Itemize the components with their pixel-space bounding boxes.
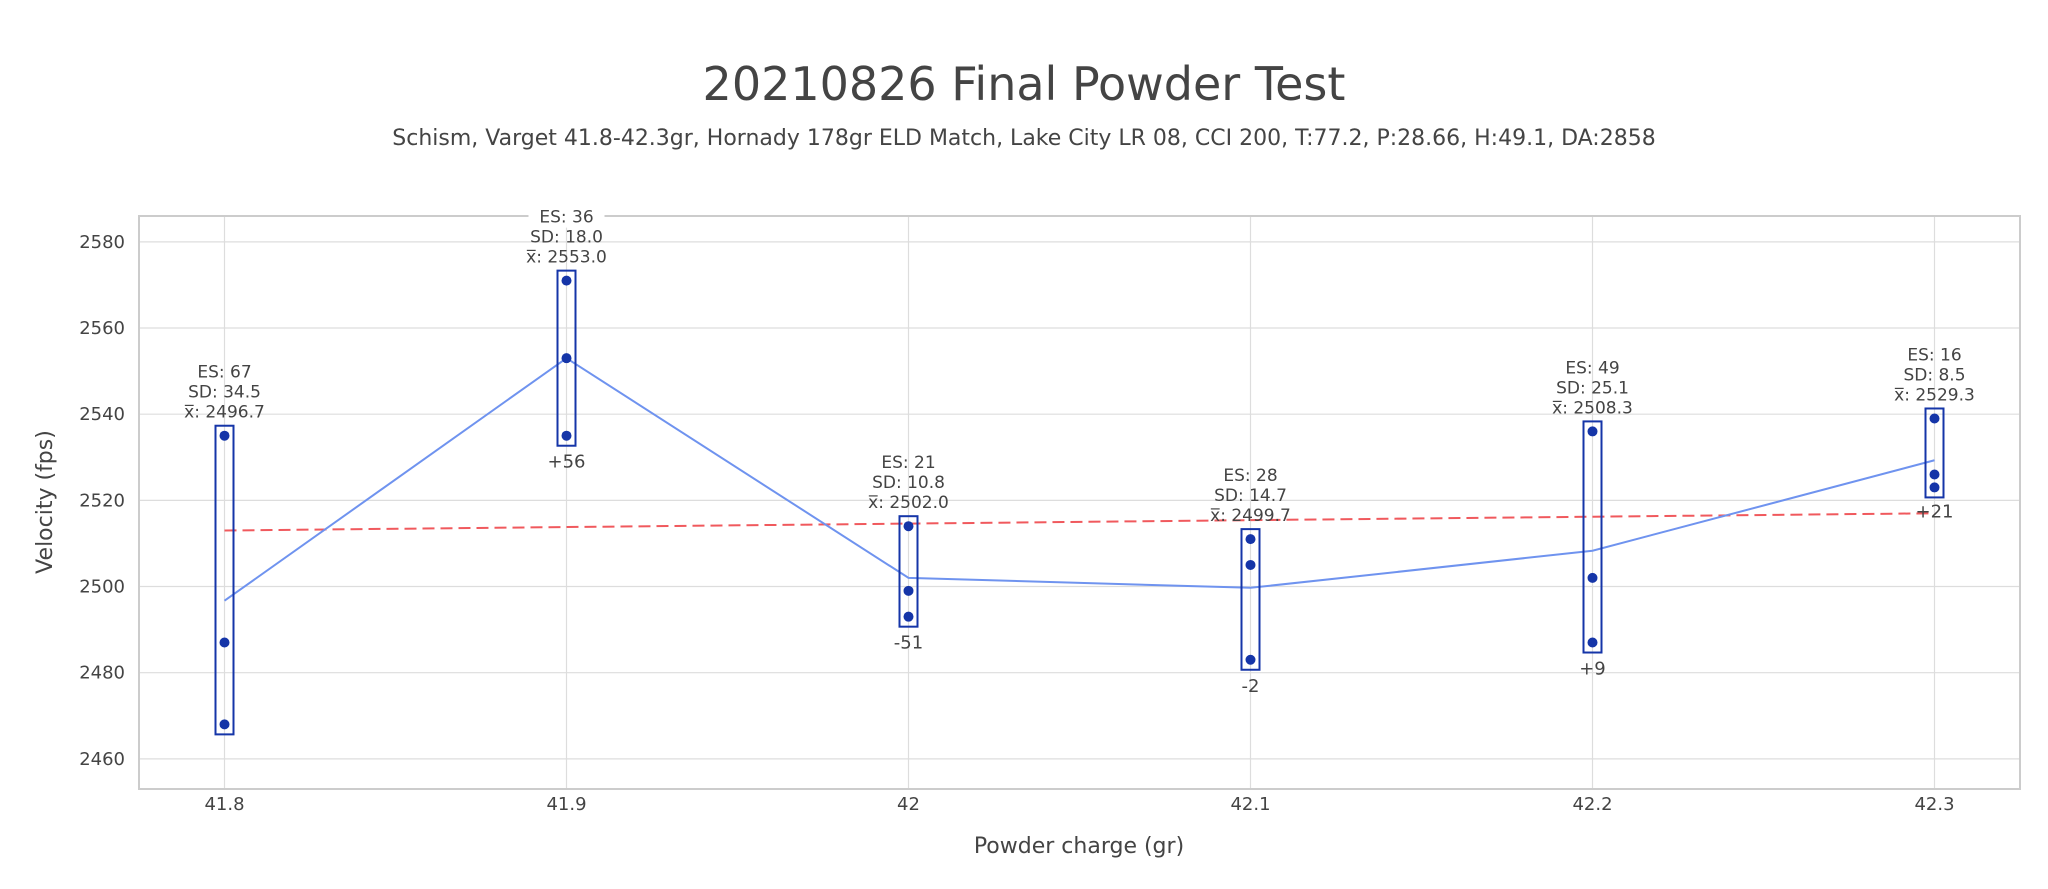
shot-point	[1587, 637, 1598, 648]
delta-label: +21	[1916, 501, 1954, 522]
y-tick-label: 2460	[79, 749, 125, 770]
shot-point	[561, 353, 572, 364]
x-tick-label: 41.9	[546, 794, 586, 815]
y-tick-label: 2540	[79, 404, 125, 425]
x-tick-label: 42.1	[1230, 794, 1270, 815]
sd-label: SD: 8.5	[1903, 365, 1965, 385]
x-tick-label: 42.3	[1914, 794, 1954, 815]
shot-point	[903, 521, 914, 532]
mean-line	[223, 356, 1935, 602]
velocity-range-box	[214, 424, 235, 736]
delta-label: +56	[548, 452, 586, 473]
es-label: ES: 67	[197, 363, 251, 383]
shot-point	[1245, 654, 1256, 665]
sd-label: SD: 10.8	[872, 473, 945, 493]
es-label: ES: 16	[1907, 345, 1961, 365]
shot-point	[561, 430, 572, 441]
plot-frame	[138, 215, 2021, 790]
velocity-range-box	[898, 515, 919, 628]
es-label-backdrop	[528, 207, 605, 228]
sd-label: SD: 18.0	[530, 228, 603, 248]
grid-lines	[139, 216, 2020, 789]
x-tick-label: 42	[897, 794, 920, 815]
chart-subtitle: Schism, Varget 41.8-42.3gr, Hornady 178g…	[392, 126, 1655, 151]
shot-point	[1587, 426, 1598, 437]
shot-point-layer	[219, 275, 1940, 730]
delta-label: -51	[894, 633, 923, 654]
shot-point	[1929, 482, 1940, 493]
y-tick-label: 2560	[79, 318, 125, 339]
sd-label: SD: 14.7	[1214, 486, 1287, 506]
tick-label-layer: 2460 2480 2500 2520 2540 2560 2580 41.8 41.9 42 42…	[79, 232, 1954, 815]
mean-label: x̅: 2496.7	[184, 403, 265, 423]
shot-point	[1929, 413, 1940, 424]
es-label: ES: 36	[539, 208, 593, 228]
es-label: ES: 28	[1223, 466, 1277, 486]
shot-point	[903, 611, 914, 622]
shot-point	[1245, 534, 1256, 545]
x-tick-label: 42.2	[1572, 794, 1612, 815]
y-axis-title: Velocity (fps)	[33, 430, 58, 574]
velocity-range-box	[556, 269, 577, 447]
range-box-layer	[214, 269, 1945, 736]
delta-label: -2	[1242, 676, 1260, 697]
shot-point	[219, 719, 230, 730]
mean-label: x̅: 2508.3	[1552, 398, 1633, 418]
shot-point	[219, 430, 230, 441]
es-label: ES: 49	[1565, 358, 1619, 378]
shot-point	[561, 275, 572, 286]
mean-label: x̅: 2502.0	[868, 493, 949, 513]
trend-layer	[224, 512, 1935, 532]
es-label: ES: 21	[881, 453, 935, 473]
shot-point	[1929, 469, 1940, 480]
y-tick-label: 2520	[79, 490, 125, 511]
y-tick-label: 2480	[79, 663, 125, 684]
trend-line	[224, 512, 1935, 532]
velocity-range-box	[1240, 528, 1261, 671]
sd-label: SD: 34.5	[188, 383, 261, 403]
shot-point	[219, 637, 230, 648]
chart-title: 20210826 Final Powder Test	[703, 57, 1346, 111]
shot-point	[1245, 559, 1256, 570]
shot-point	[1587, 572, 1598, 583]
y-tick-label: 2580	[79, 232, 125, 253]
sd-label: SD: 25.1	[1556, 378, 1629, 398]
x-tick-label: 41.8	[204, 794, 244, 815]
annotation-layer: x̅: 2496.7SD: 34.5ES: 67 x̅: 2553.0SD: 18…	[184, 207, 1975, 697]
mean-label: x̅: 2553.0	[526, 248, 607, 268]
delta-label: +9	[1579, 659, 1606, 680]
mean-label: x̅: 2499.7	[1210, 506, 1291, 526]
mean-label: x̅: 2529.3	[1894, 385, 1975, 405]
velocity-range-box	[1924, 407, 1945, 499]
velocity-range-box	[1582, 420, 1603, 654]
shot-point	[903, 585, 914, 596]
mean-line-layer	[223, 356, 1935, 602]
y-tick-label: 2500	[79, 577, 125, 598]
x-axis-title: Powder charge (gr)	[974, 834, 1184, 859]
